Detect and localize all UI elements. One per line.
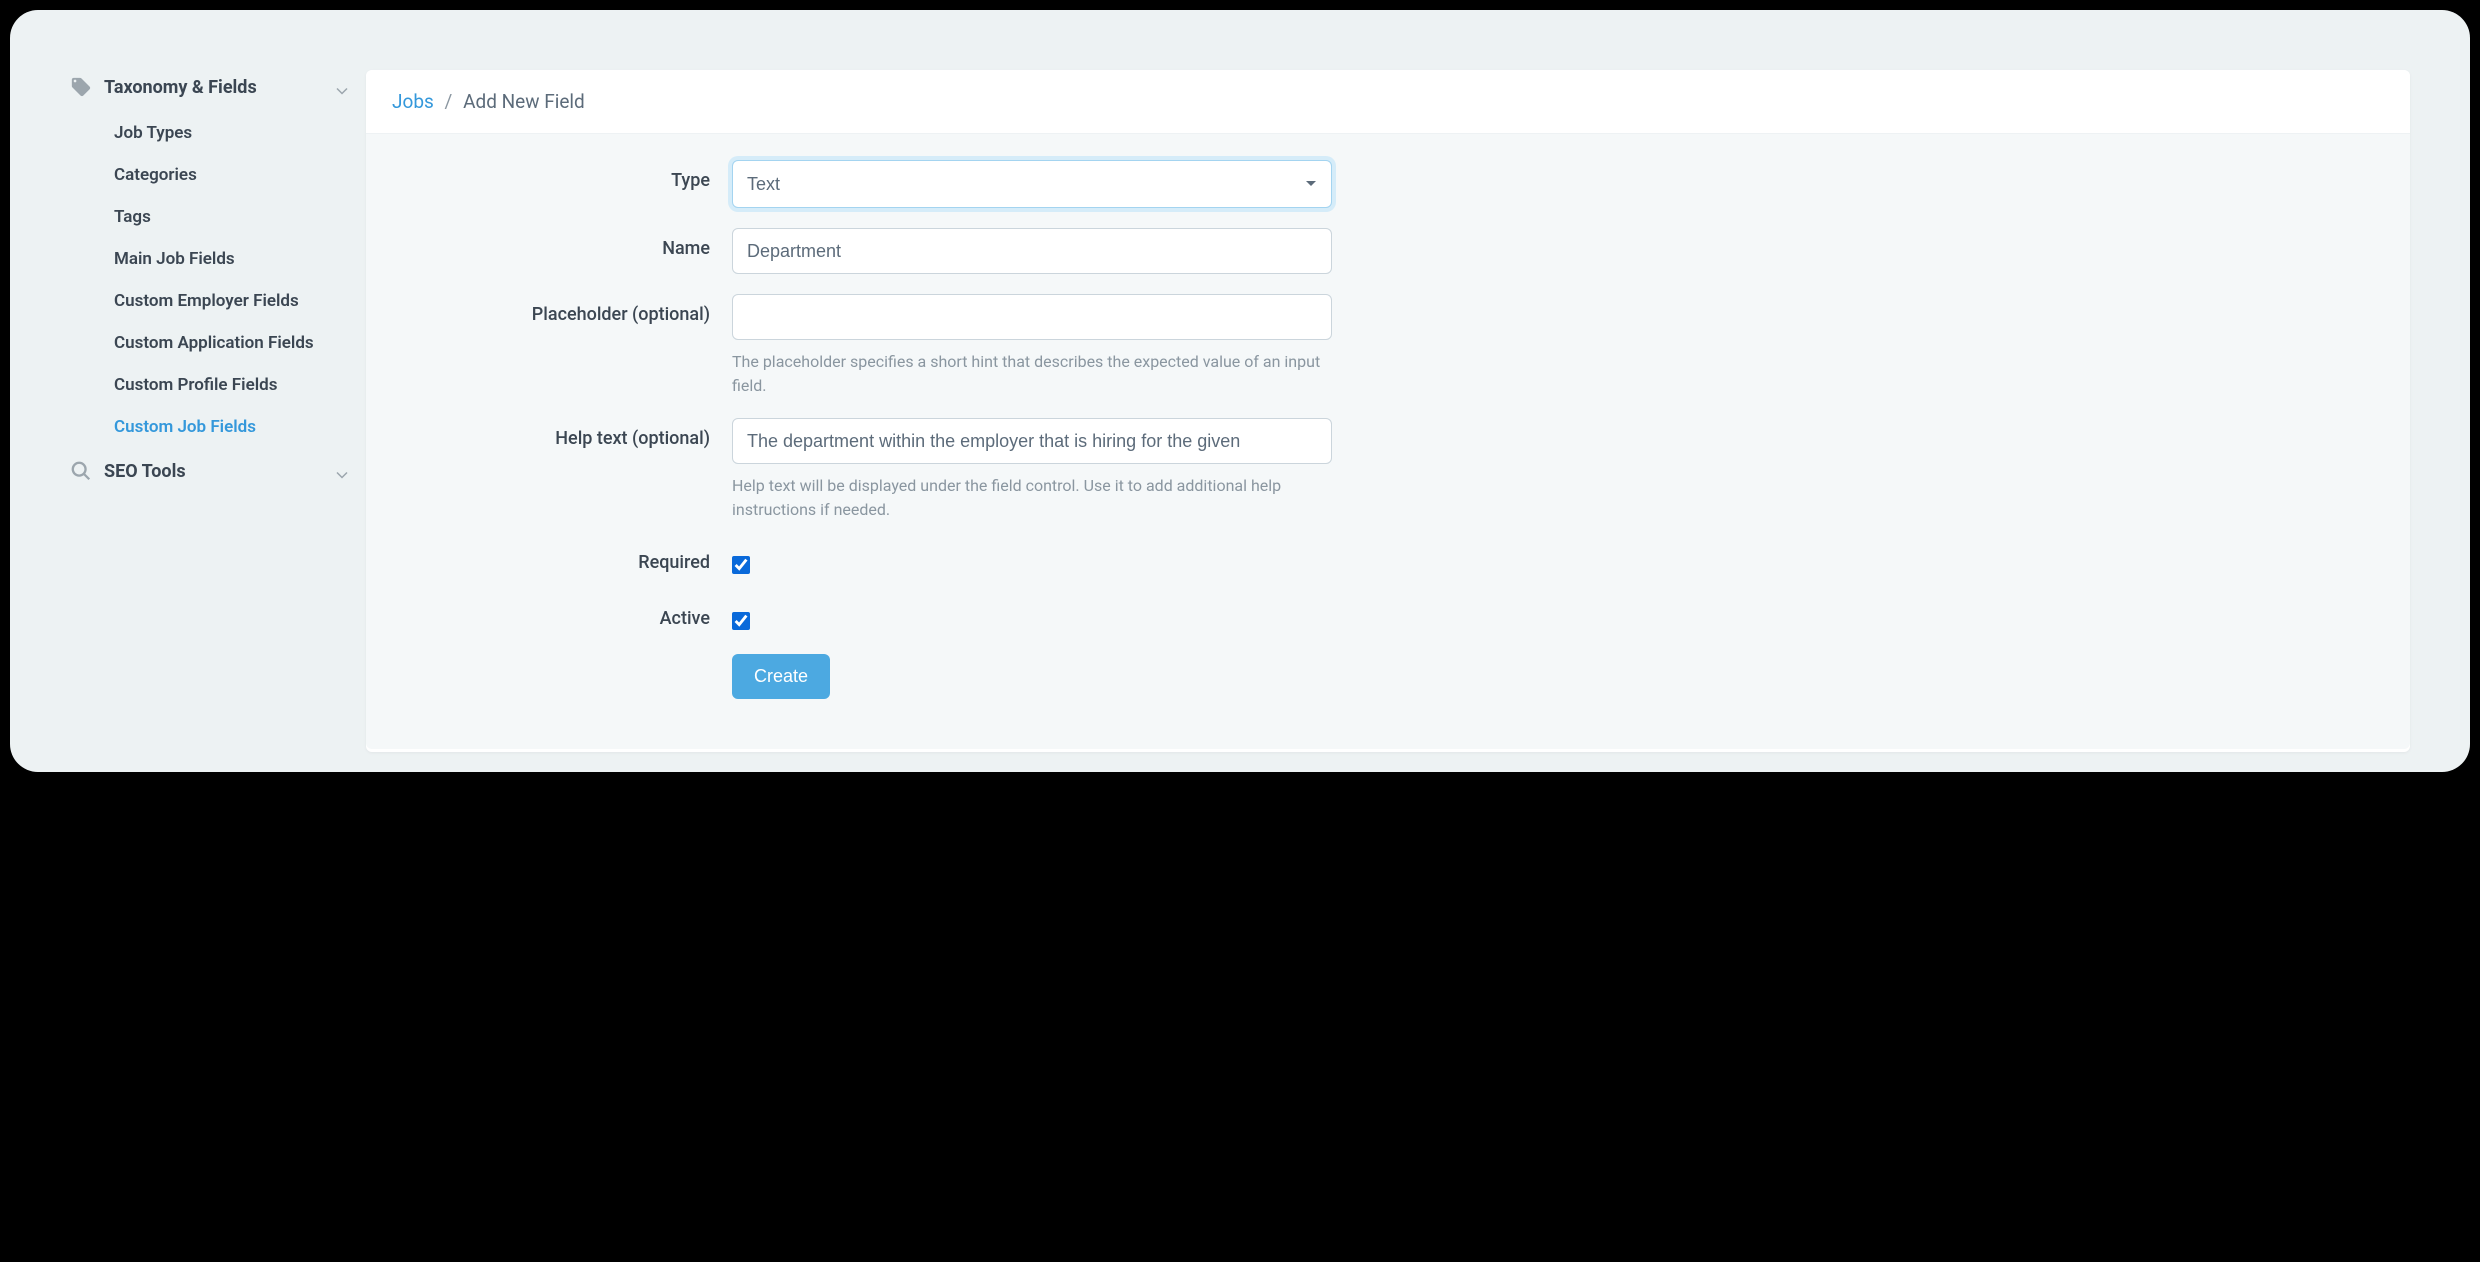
sidebar-item-custom-job-fields[interactable]: Custom Job Fields <box>114 406 350 448</box>
sidebar-header-label: Taxonomy & Fields <box>104 77 350 98</box>
helptext-label: Help text (optional) <box>392 418 732 449</box>
breadcrumb: Jobs / Add New Field <box>366 70 2410 134</box>
form-row-type: Type Text <box>392 160 2384 208</box>
helptext-control-wrap: Help text will be displayed under the fi… <box>732 418 1332 522</box>
sidebar-item-job-types[interactable]: Job Types <box>114 112 350 154</box>
type-control-wrap: Text <box>732 160 1332 208</box>
placeholder-label: Placeholder (optional) <box>392 294 732 325</box>
search-icon <box>70 460 92 482</box>
form-area: Type Text Name Placeholder (optional) Th… <box>366 134 2410 749</box>
breadcrumb-current: Add New Field <box>463 90 585 113</box>
form-row-required: Required <box>392 542 2384 578</box>
breadcrumb-separator: / <box>439 90 459 113</box>
submit-spacer <box>392 654 732 664</box>
sidebar-item-tags[interactable]: Tags <box>114 196 350 238</box>
sidebar-item-custom-profile-fields[interactable]: Custom Profile Fields <box>114 364 350 406</box>
submit-control-wrap: Create <box>732 654 1332 699</box>
sidebar-header-seo[interactable]: SEO Tools <box>70 454 350 488</box>
chevron-down-icon <box>336 80 350 94</box>
create-button[interactable]: Create <box>732 654 830 699</box>
sidebar-item-custom-application-fields[interactable]: Custom Application Fields <box>114 322 350 364</box>
chevron-down-icon <box>336 464 350 478</box>
form-row-active: Active <box>392 598 2384 634</box>
active-label: Active <box>392 598 732 629</box>
sidebar-item-categories[interactable]: Categories <box>114 154 350 196</box>
placeholder-control-wrap: The placeholder specifies a short hint t… <box>732 294 1332 398</box>
placeholder-help: The placeholder specifies a short hint t… <box>732 350 1332 398</box>
name-control-wrap <box>732 228 1332 274</box>
required-label: Required <box>392 542 732 573</box>
name-label: Name <box>392 228 732 259</box>
app-frame: Taxonomy & Fields Job Types Categories T… <box>10 10 2470 772</box>
sidebar-items-taxonomy: Job Types Categories Tags Main Job Field… <box>70 104 350 448</box>
active-control-wrap <box>732 598 1332 634</box>
breadcrumb-link-jobs[interactable]: Jobs <box>392 90 434 113</box>
tags-icon <box>70 76 92 98</box>
placeholder-input[interactable] <box>732 294 1332 340</box>
helptext-help: Help text will be displayed under the fi… <box>732 474 1332 522</box>
sidebar: Taxonomy & Fields Job Types Categories T… <box>30 30 350 752</box>
sidebar-item-custom-employer-fields[interactable]: Custom Employer Fields <box>114 280 350 322</box>
required-checkbox[interactable] <box>732 556 750 574</box>
form-row-name: Name <box>392 228 2384 274</box>
type-select[interactable]: Text <box>732 160 1332 208</box>
name-input[interactable] <box>732 228 1332 274</box>
required-control-wrap <box>732 542 1332 578</box>
form-row-helptext: Help text (optional) Help text will be d… <box>392 418 2384 522</box>
helptext-input[interactable] <box>732 418 1332 464</box>
sidebar-header-taxonomy[interactable]: Taxonomy & Fields <box>70 70 350 104</box>
type-label: Type <box>392 160 732 191</box>
main-panel: Jobs / Add New Field Type Text Name <box>366 70 2410 752</box>
sidebar-header-label: SEO Tools <box>104 461 350 482</box>
sidebar-item-main-job-fields[interactable]: Main Job Fields <box>114 238 350 280</box>
sidebar-section-taxonomy: Taxonomy & Fields Job Types Categories T… <box>70 70 350 448</box>
form-row-submit: Create <box>392 654 2384 699</box>
form-row-placeholder: Placeholder (optional) The placeholder s… <box>392 294 2384 398</box>
active-checkbox[interactable] <box>732 612 750 630</box>
sidebar-section-seo: SEO Tools <box>70 454 350 488</box>
